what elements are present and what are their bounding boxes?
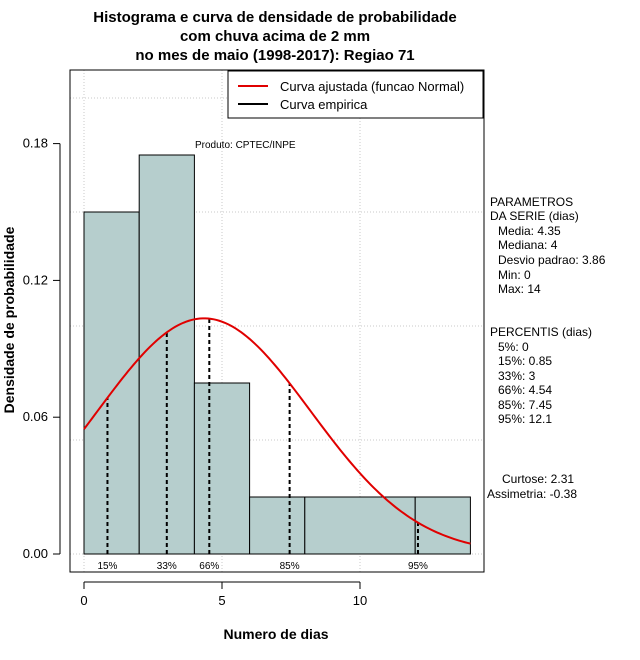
curtose-stat: Curtose: 2.31 <box>502 472 574 486</box>
histogram-bar <box>304 496 416 555</box>
percentile-label: 66% <box>199 561 219 572</box>
histogram-bar <box>83 211 140 555</box>
produto-annotation: Produto: CPTEC/INPE <box>195 140 296 151</box>
fitted-normal-curve <box>83 317 471 545</box>
percentil-33: 33%: 3 <box>498 369 536 383</box>
parametros-panel: PARAMETROS DA SERIE (dias) Media: 4.35 M… <box>490 195 606 296</box>
percentile-label: 85% <box>280 561 300 572</box>
chart-title-line-1: Histograma e curva de densidade de proba… <box>93 9 456 26</box>
percentile-label: 95% <box>408 561 428 572</box>
legend-empirical-label: Curva empirica <box>280 97 368 112</box>
y-tick-label: 0.12 <box>23 272 48 287</box>
legend: Curva ajustada (funcao Normal) Curva emp… <box>227 70 484 119</box>
param-desvio: Desvio padrao: 3.86 <box>498 253 606 267</box>
assimetria-stat: Assimetria: -0.38 <box>487 487 577 501</box>
chart-title-line-2: com chuva acima de 2 mm <box>180 28 370 45</box>
curve-layer <box>83 317 471 545</box>
percentil-66: 66%: 4.54 <box>498 383 552 397</box>
chart-title-line-3: no mes de maio (1998-2017): Regiao 71 <box>135 47 414 64</box>
percentis-title: PERCENTIS (dias) <box>490 325 592 339</box>
percentil-95: 95%: 12.1 <box>498 412 552 426</box>
percentil-85: 85%: 7.45 <box>498 398 552 412</box>
param-min: Min: 0 <box>498 268 531 282</box>
param-media: Media: 4.35 <box>498 224 561 238</box>
param-mediana: Mediana: 4 <box>498 238 558 252</box>
axes-layer: 0 5 10 0.00 0.06 0.12 0.18 <box>23 136 368 608</box>
x-tick-label: 10 <box>353 593 367 608</box>
percentile-label: 33% <box>157 561 177 572</box>
percentile-lines-layer: 15% 33% 66% 85% 95% <box>97 318 428 572</box>
histogram-bar <box>193 382 251 555</box>
x-tick-label: 5 <box>218 593 225 608</box>
legend-fitted-label: Curva ajustada (funcao Normal) <box>280 79 464 94</box>
y-tick-label: 0.00 <box>23 546 48 561</box>
legend-box <box>227 70 484 119</box>
percentil-15: 15%: 0.85 <box>498 354 552 368</box>
x-tick-label: 0 <box>80 593 87 608</box>
y-axis-title: Densidade de probabilidade <box>1 226 17 413</box>
parametros-title-1: PARAMETROS <box>490 195 573 209</box>
param-max: Max: 14 <box>498 282 541 296</box>
x-axis-title: Numero de dias <box>223 626 328 642</box>
y-tick-label: 0.18 <box>23 136 48 151</box>
histogram-bar <box>249 496 306 555</box>
percentile-label: 15% <box>97 561 117 572</box>
plot-frame <box>69 69 485 573</box>
y-tick-label: 0.06 <box>23 409 48 424</box>
percentil-5: 5%: 0 <box>498 340 529 354</box>
parametros-title-2: DA SERIE (dias) <box>490 209 579 223</box>
percentis-panel: PERCENTIS (dias) 5%: 0 15%: 0.85 33%: 3 … <box>490 325 592 426</box>
